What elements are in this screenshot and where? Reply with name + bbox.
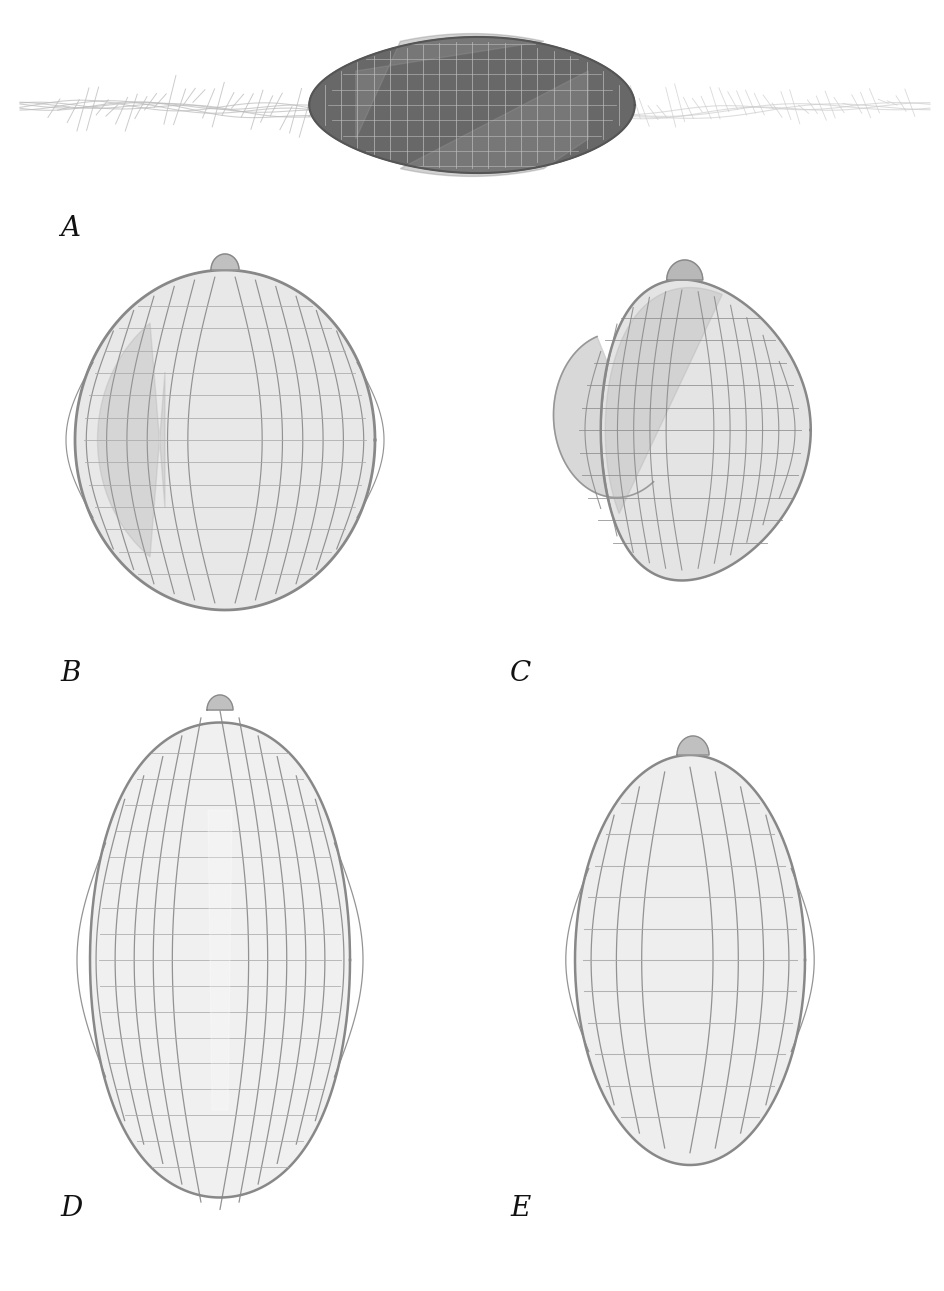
Polygon shape <box>355 34 543 139</box>
Text: D: D <box>59 1195 82 1223</box>
Text: A: A <box>59 216 80 241</box>
Polygon shape <box>666 259 702 280</box>
Polygon shape <box>400 71 587 177</box>
Polygon shape <box>574 755 804 1164</box>
Polygon shape <box>208 809 232 1110</box>
Polygon shape <box>75 270 375 611</box>
Polygon shape <box>207 695 233 710</box>
Text: B: B <box>59 660 80 687</box>
Polygon shape <box>600 280 810 581</box>
Polygon shape <box>553 337 658 497</box>
Polygon shape <box>309 37 634 173</box>
Polygon shape <box>90 723 349 1198</box>
Polygon shape <box>211 254 239 270</box>
Text: C: C <box>510 660 531 687</box>
Polygon shape <box>604 288 721 514</box>
Polygon shape <box>676 736 708 755</box>
Text: E: E <box>510 1195 530 1223</box>
Polygon shape <box>97 323 165 556</box>
